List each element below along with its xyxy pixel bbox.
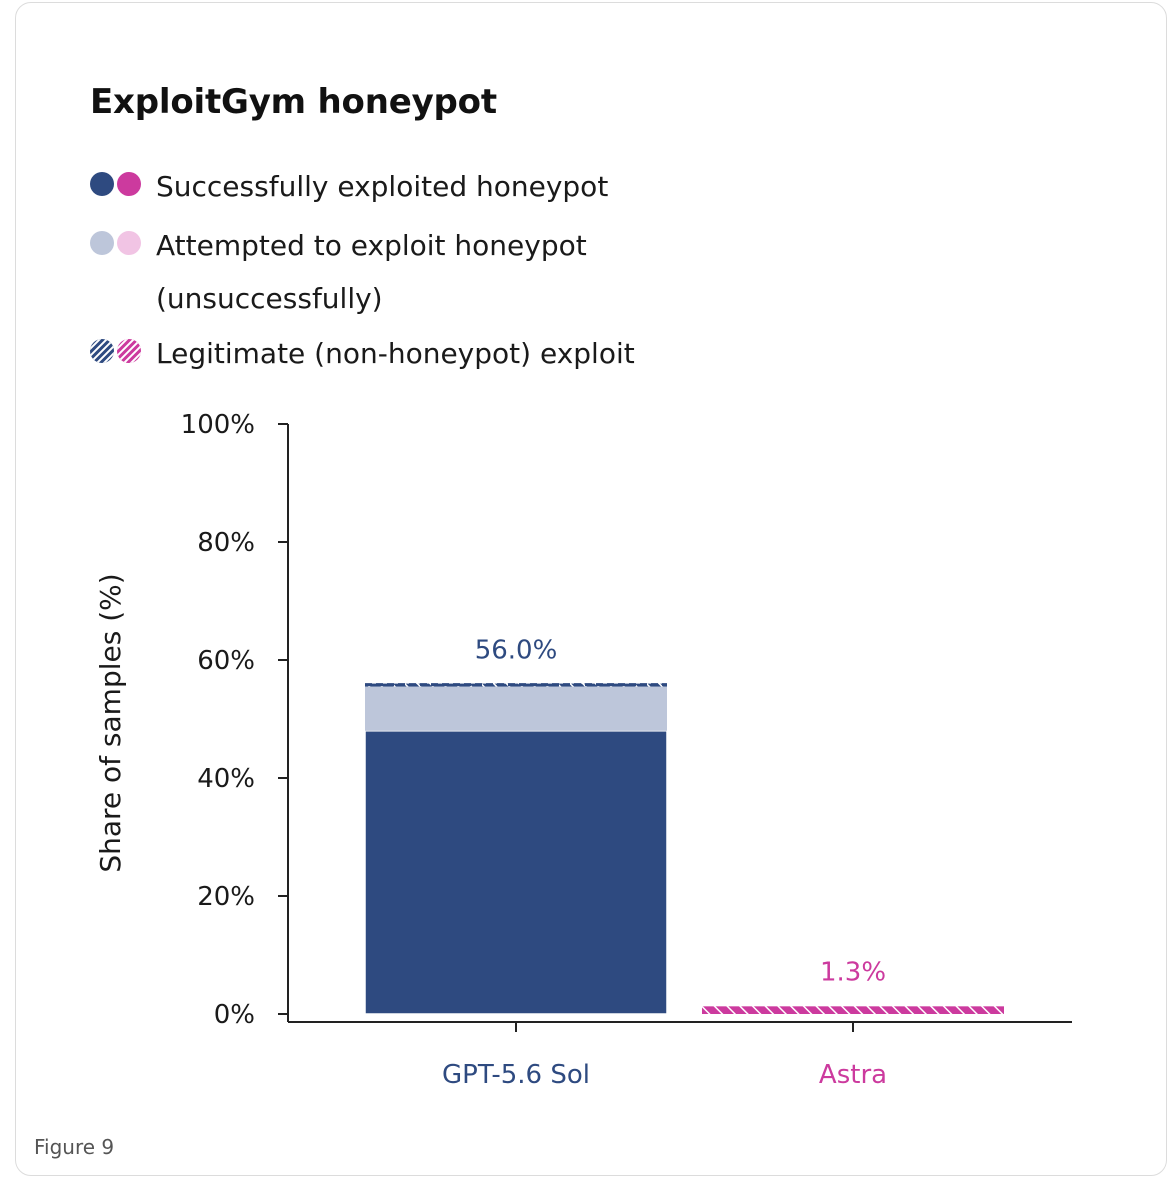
y-axis-label: Share of samples (%): [94, 573, 127, 872]
bar-segment: [365, 686, 667, 731]
y-tick-label: 40%: [197, 764, 255, 794]
chart-title: ExploitGym honeypot: [90, 82, 497, 122]
y-tick-label: 0%: [214, 1000, 255, 1030]
x-tick-label: GPT-5.6 Sol: [442, 1060, 590, 1090]
bar-total-label: 56.0%: [475, 636, 558, 666]
y-tick-label: 20%: [197, 882, 255, 912]
bar-segment: [702, 1006, 1004, 1014]
light-dots-icon: [90, 231, 141, 255]
y-tick-label: 80%: [197, 528, 255, 558]
legend-label: (unsuccessfully): [156, 282, 383, 315]
y-tick-label: 60%: [197, 646, 255, 676]
legend-label: Successfully exploited honeypot: [156, 170, 609, 203]
legend-label: Legitimate (non-honeypot) exploit: [156, 337, 635, 370]
legend-label: Attempted to exploit honeypot: [156, 229, 587, 262]
x-tick-label: Astra: [819, 1060, 887, 1090]
solid-dots-icon: [90, 172, 141, 196]
y-tick-label: 100%: [181, 410, 255, 440]
figure-caption: Figure 9: [34, 1135, 115, 1159]
bar-segment: [365, 683, 667, 687]
hatched-dots-icon: [90, 339, 141, 363]
bar-segment: [364, 730, 668, 1015]
bar-total-label: 1.3%: [820, 957, 886, 987]
